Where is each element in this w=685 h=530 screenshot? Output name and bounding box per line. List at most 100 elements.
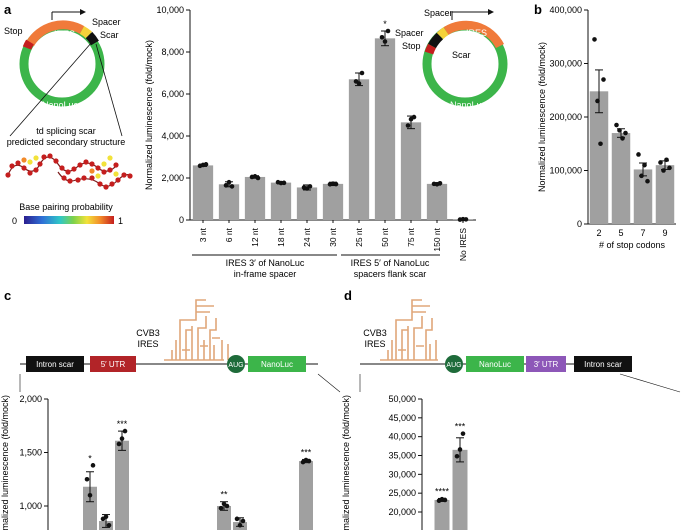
- inset-spacer-segment: [436, 27, 449, 40]
- data-point: [385, 28, 391, 34]
- data-point: [218, 505, 224, 511]
- y-tick-label: 1,000: [19, 501, 42, 511]
- data-point: [226, 179, 232, 185]
- x-tick-label: 150 nt: [432, 227, 442, 251]
- y-tick-label: 50,000: [388, 394, 416, 404]
- data-point: [454, 453, 460, 459]
- intron-scar-box-d: [574, 356, 632, 372]
- group-brackets-a: IRES 3′ of NanoLuc in-frame spacer IRES …: [192, 254, 440, 279]
- td-secondary-structure: [5, 153, 133, 190]
- bar: [374, 38, 396, 220]
- data-point: [90, 463, 96, 468]
- x-tick-label: 6 nt: [224, 227, 234, 242]
- data-point: [667, 165, 672, 171]
- ires-segment: [26, 20, 85, 47]
- panel-a-letter: a: [4, 2, 12, 17]
- data-point: [463, 217, 469, 222]
- group2-label-line2: spacers flank scar: [354, 269, 427, 279]
- utr3-box: [526, 356, 566, 372]
- data-point: [661, 168, 666, 173]
- data-point: [405, 123, 411, 128]
- data-point: [255, 175, 261, 181]
- data-point: [617, 128, 622, 133]
- bar: [322, 183, 344, 220]
- data-point: [437, 180, 443, 186]
- y-tick-label: 30,000: [388, 469, 416, 479]
- base-pairing-legend: Base pairing probability 0 1: [12, 202, 123, 226]
- y-tick-label: 45,000: [388, 413, 416, 423]
- data-point: [636, 152, 641, 157]
- x-axis-label: # of stop codons: [599, 240, 666, 250]
- bar: [633, 169, 653, 224]
- nanoluc-box-c: [248, 356, 306, 372]
- plasmid-diagram-a-inset: Spacer IRES Spacer Stop Scar NanoLuc: [395, 8, 508, 110]
- scar-segment: [85, 31, 99, 46]
- y-axis-label: Normalized luminescence (fold/mock): [0, 395, 10, 530]
- y-tick-label: 25,000: [388, 488, 416, 498]
- nanoluc-label-c: NanoLuc: [261, 360, 293, 369]
- bar: [655, 165, 675, 224]
- data-point: [442, 497, 448, 503]
- y-axis-label: Normalized luminescence (fold/mock): [537, 42, 547, 192]
- y-tick-label: 200,000: [549, 112, 582, 122]
- data-point: [224, 503, 230, 509]
- data-point: [281, 180, 287, 186]
- significance-label: ****: [435, 486, 450, 496]
- promoter-arrow-icon: [80, 9, 86, 15]
- data-point: [642, 162, 647, 168]
- ires-structure-d: [380, 299, 438, 361]
- y-axis-label: Normalized luminescence (fold/mock): [144, 40, 154, 190]
- y-tick-label: 1,500: [19, 448, 42, 458]
- bar: [589, 91, 609, 224]
- x-tick-label: 18 nt: [276, 227, 286, 247]
- group1-label-line1: IRES 3′ of NanoLuc: [226, 258, 305, 268]
- significance-label: **: [220, 490, 228, 500]
- construct-diagram-c: Intron scar 5′ UTR CVB3 IRES AUG NanoLuc: [19, 299, 341, 393]
- bar: [296, 187, 318, 220]
- significance-label: ***: [301, 447, 312, 457]
- y-tick-label: 100,000: [549, 166, 582, 176]
- chart-a: 0 2,000 4,000 6,000 8,000 10,000 Normalized lu…: [144, 5, 476, 261]
- data-point: [658, 160, 663, 165]
- data-point: [457, 447, 463, 452]
- intron-scar-label-d: Intron scar: [584, 360, 622, 369]
- spacer-label: Spacer: [92, 17, 121, 27]
- significance-label: ***: [117, 419, 128, 429]
- data-point: [592, 37, 597, 42]
- x-tick-label: 12 nt: [250, 227, 260, 247]
- y-tick-label: 2,000: [161, 173, 184, 183]
- bar: [452, 449, 468, 530]
- utr5-box: [90, 356, 136, 372]
- construct-diagram-d: CVB3 IRES AUG NanoLuc 3′ UTR Intron scar: [359, 299, 681, 393]
- data-point: [595, 98, 600, 104]
- inset-scar-label: Scar: [452, 50, 471, 60]
- bar: [434, 499, 450, 530]
- data-point: [203, 162, 209, 167]
- bar: [270, 182, 292, 220]
- data-point: [307, 184, 313, 189]
- utr3-label: 3′ UTR: [534, 360, 559, 369]
- panel-d-letter: d: [344, 288, 352, 303]
- bar: [426, 183, 448, 220]
- chart-d: 20,000 25,000 30,000 35,000 40,000 45,000 50,0…: [341, 394, 468, 530]
- x-tick-label: 9: [662, 228, 667, 238]
- x-tick-label: 5: [618, 228, 623, 238]
- y-tick-label: 2,000: [19, 394, 42, 404]
- y-tick-label: 6,000: [161, 89, 184, 99]
- x-tick-label: 50 nt: [380, 227, 390, 247]
- y-tick-label: 40,000: [388, 432, 416, 442]
- x-tick-label: 25 nt: [354, 227, 364, 247]
- chart-c: 1,000 1,500 2,000 Normalized luminescence (…: [0, 394, 313, 530]
- ires-structure-c: [164, 299, 229, 361]
- inset-promoter-arrow-icon: [488, 9, 494, 15]
- bp-min-label: 0: [12, 216, 17, 226]
- td-label-line1: td splicing scar: [36, 126, 96, 136]
- bar: [611, 133, 631, 224]
- data-point: [103, 514, 109, 519]
- data-point: [240, 518, 246, 524]
- bp-max-label: 1: [118, 216, 123, 226]
- intron-scar-box-c: [26, 356, 84, 372]
- ires-label: IRES: [54, 29, 75, 39]
- data-point: [119, 436, 125, 441]
- data-point: [359, 70, 365, 76]
